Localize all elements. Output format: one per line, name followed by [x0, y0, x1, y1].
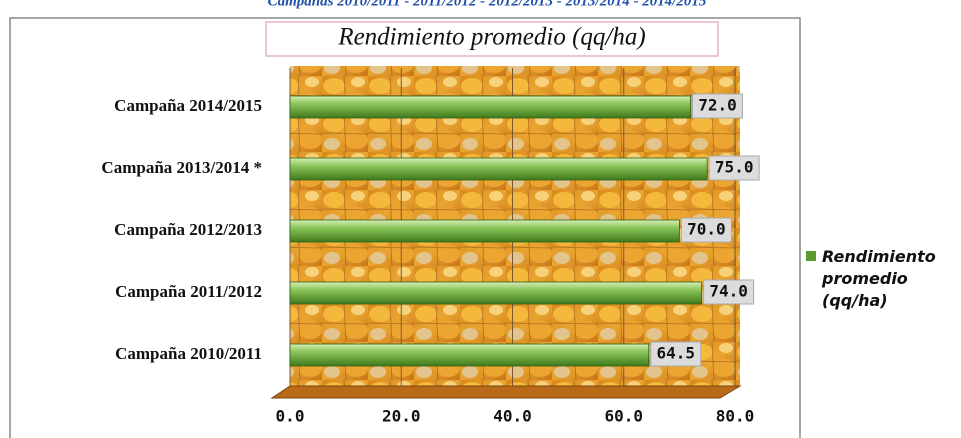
y-tick-label: Campaña 2011/2012	[115, 282, 262, 301]
y-tick-label: Campaña 2012/2013	[114, 220, 262, 239]
x-tick-label: 0.0	[276, 407, 305, 426]
chart-title: Rendimiento promedio (qq/ha)	[337, 24, 645, 51]
x-tick-label: 20.0	[382, 407, 421, 426]
bar	[289, 95, 691, 119]
y-tick-label: Campaña 2010/2011	[115, 344, 262, 363]
value-label-box	[703, 279, 755, 305]
value-label: 70.0	[687, 220, 726, 239]
chart-subtitle: Campañas 2010/2011 - 2011/2012 - 2012/20…	[268, 0, 707, 9]
plot-floor	[270, 385, 742, 399]
x-tick-label: 40.0	[493, 407, 532, 426]
y-tick-label: Campaña 2013/2014 *	[101, 158, 262, 177]
value-label: 75.0	[715, 158, 754, 177]
x-tick-label: 60.0	[604, 407, 643, 426]
y-tick-label: Campaña 2014/2015	[114, 96, 262, 115]
bar	[289, 157, 708, 181]
title-box	[265, 21, 719, 57]
marks: 0.0 20.0 40.0 60.0 80.0 Campaña 2014/2015 72.0…	[101, 68, 760, 426]
bar	[289, 343, 650, 367]
value-label-box	[708, 155, 760, 181]
value-label-box	[692, 93, 743, 119]
value-label: 72.0	[698, 96, 737, 115]
bar	[289, 281, 703, 305]
value-label: 64.5	[657, 344, 696, 363]
bar	[289, 219, 680, 243]
value-label-box	[680, 217, 732, 243]
value-label: 74.0	[709, 282, 748, 301]
legend-label: Rendimiento promedio (qq/ha)	[822, 247, 936, 310]
value-label-box	[650, 341, 702, 367]
x-tick-label: 80.0	[716, 407, 755, 426]
